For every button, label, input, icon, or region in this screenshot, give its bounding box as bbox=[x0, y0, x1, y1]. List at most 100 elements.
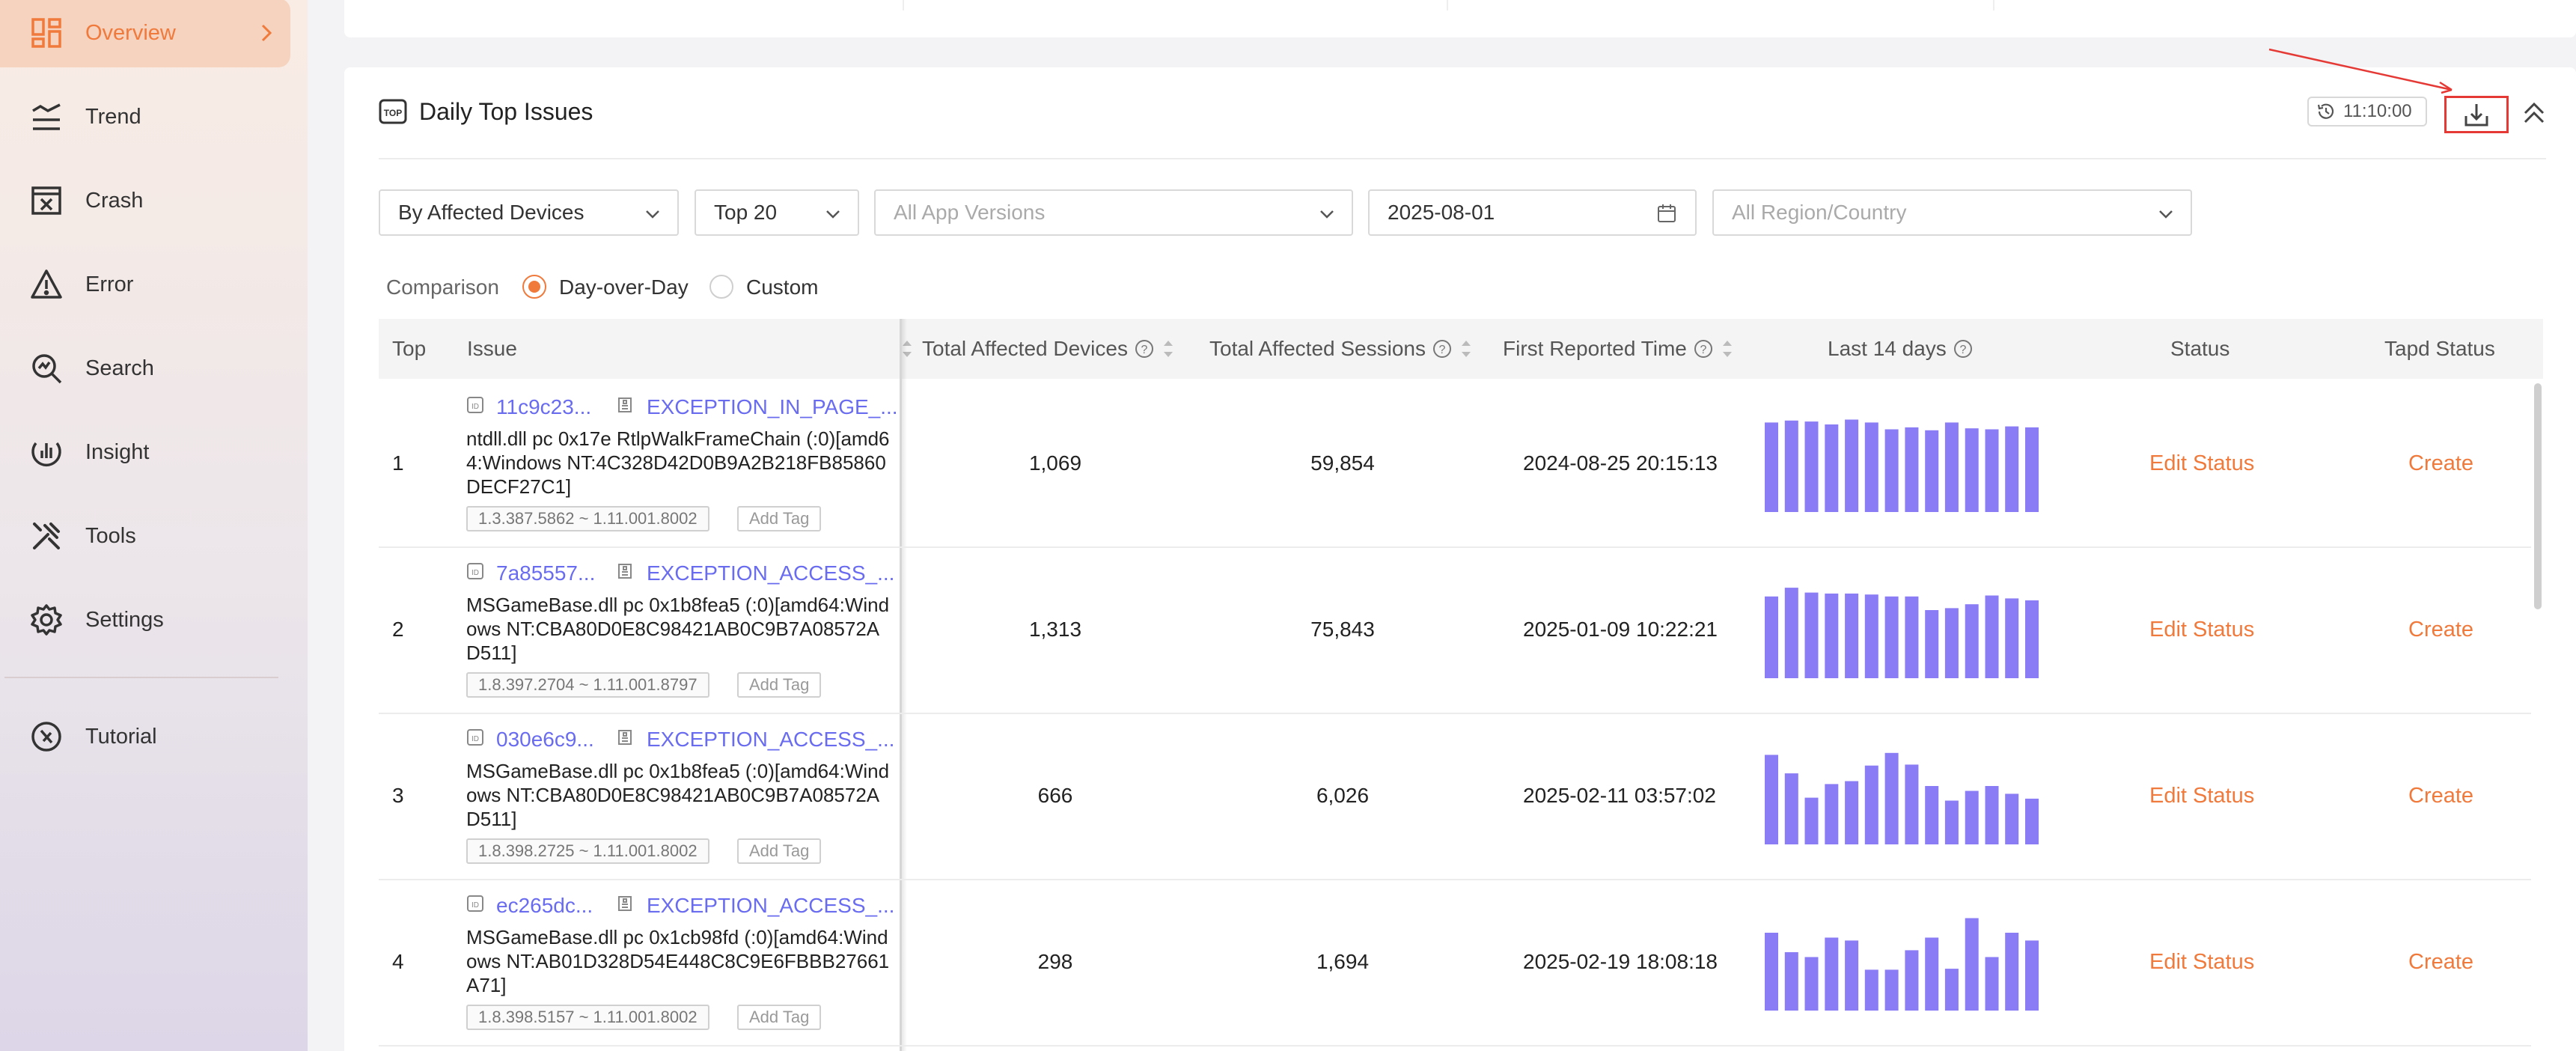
app-version-select[interactable]: All App Versions bbox=[874, 189, 1353, 236]
sort-by-select[interactable]: By Affected Devices bbox=[379, 189, 679, 236]
download-button[interactable] bbox=[2444, 96, 2509, 133]
sidebar-item-trend[interactable]: Trend bbox=[0, 82, 290, 151]
help-icon[interactable]: ? bbox=[1953, 338, 1974, 359]
sparkline-bar bbox=[1905, 427, 1919, 512]
add-tag-button[interactable]: Add Tag bbox=[737, 1005, 822, 1030]
column-header-issue: Issue bbox=[467, 337, 517, 360]
column-header-devices[interactable]: Total Affected Devices ? bbox=[900, 319, 1176, 379]
collapse-icon[interactable] bbox=[2521, 100, 2548, 127]
sparkline-bar bbox=[1825, 937, 1839, 1011]
sidebar-item-tutorial[interactable]: Tutorial bbox=[0, 702, 290, 771]
sidebar-item-search[interactable]: Search bbox=[0, 334, 290, 403]
create-tapd-link[interactable]: Create bbox=[2408, 950, 2474, 974]
issue-id-link[interactable]: 7a85557... bbox=[496, 561, 596, 585]
gear-icon bbox=[30, 603, 63, 636]
edit-status-link[interactable]: Edit Status bbox=[2149, 618, 2255, 642]
sidebar-item-label: Search bbox=[85, 356, 154, 380]
sidebar-item-insight[interactable]: Insight bbox=[0, 418, 290, 487]
vertical-scrollbar[interactable] bbox=[2534, 383, 2542, 609]
add-tag-button[interactable]: Add Tag bbox=[737, 506, 822, 531]
sidebar-item-label: Tools bbox=[85, 523, 136, 548]
exception-type-link[interactable]: EXCEPTION_ACCESS_... bbox=[647, 728, 895, 751]
devices-cell: 666 bbox=[1037, 784, 1073, 807]
help-icon[interactable]: ? bbox=[1432, 338, 1453, 359]
previous-panel bbox=[344, 0, 2576, 37]
sparkline-bar bbox=[1985, 957, 1999, 1011]
version-range-tag: 1.3.387.5862 ~ 1.11.001.8002 bbox=[466, 506, 709, 531]
chevron-down-icon bbox=[1320, 210, 1334, 219]
sparkline-bar bbox=[1944, 969, 1959, 1011]
edit-status-link[interactable]: Edit Status bbox=[2149, 451, 2255, 475]
sparkline-bar bbox=[1845, 419, 1859, 512]
calendar-icon bbox=[1658, 204, 1676, 222]
add-tag-button[interactable]: Add Tag bbox=[737, 838, 822, 864]
sparkline-bar bbox=[1864, 765, 1878, 844]
radio-custom[interactable] bbox=[709, 275, 733, 299]
sparkline-bar bbox=[1784, 952, 1798, 1011]
svg-text:?: ? bbox=[1959, 344, 1966, 356]
sparkline-bar bbox=[1825, 593, 1839, 678]
sessions-cell: 75,843 bbox=[1310, 618, 1375, 641]
sparkline-bar bbox=[2005, 933, 2019, 1011]
sidebar-item-crash[interactable]: Crash bbox=[0, 166, 290, 235]
sparkline-bar bbox=[1944, 608, 1959, 678]
sparkline-bar bbox=[1884, 969, 1899, 1011]
create-tapd-link[interactable]: Create bbox=[2408, 451, 2474, 475]
radio-day-over-day[interactable] bbox=[522, 275, 546, 299]
region-select[interactable]: All Region/Country bbox=[1712, 189, 2192, 236]
sidebar-item-label: Overview bbox=[85, 20, 176, 45]
sparkline-bar bbox=[1765, 596, 1778, 678]
last-updated-badge[interactable]: 11:10:00 bbox=[2307, 97, 2427, 127]
column-header-sessions[interactable]: Total Affected Sessions ? bbox=[1209, 319, 1474, 379]
app-version-placeholder: All App Versions bbox=[894, 201, 1046, 224]
sparkline-bar bbox=[2025, 427, 2039, 512]
sparkline-bar bbox=[1965, 790, 1979, 844]
edit-status-link[interactable]: Edit Status bbox=[2149, 784, 2255, 808]
column-header-first-reported[interactable]: First Reported Time ? bbox=[1503, 319, 1735, 379]
issue-id-link[interactable]: 11c9c23... bbox=[496, 395, 592, 418]
sparkline-bar bbox=[1765, 422, 1778, 512]
sparkline-bar bbox=[1784, 420, 1798, 512]
sparkline-bar bbox=[1845, 781, 1859, 844]
sparkline-bar bbox=[1965, 918, 1979, 1011]
exception-type-link[interactable]: EXCEPTION_ACCESS_... bbox=[647, 894, 895, 917]
create-tapd-link[interactable]: Create bbox=[2408, 618, 2474, 642]
column-header-tapd: Tapd Status bbox=[2384, 337, 2495, 360]
chevron-right-icon bbox=[258, 22, 275, 44]
radio-day-over-day-label[interactable]: Day-over-Day bbox=[559, 275, 689, 299]
create-tapd-link[interactable]: Create bbox=[2408, 784, 2474, 808]
top-n-select[interactable]: Top 20 bbox=[695, 189, 859, 236]
help-icon[interactable]: ? bbox=[1134, 338, 1155, 359]
first-reported-cell: 2025-02-11 03:57:02 bbox=[1523, 784, 1716, 807]
top-badge-icon: TOP bbox=[379, 97, 407, 126]
sidebar-item-tools[interactable]: Tools bbox=[0, 502, 290, 570]
row-divider bbox=[379, 1045, 2531, 1047]
date-picker[interactable]: 2025-08-01 bbox=[1368, 189, 1697, 236]
region-placeholder: All Region/Country bbox=[1732, 201, 1907, 224]
help-icon[interactable]: ? bbox=[1693, 338, 1714, 359]
add-tag-button[interactable]: Add Tag bbox=[737, 672, 822, 698]
issue-id-link[interactable]: 030e6c9... bbox=[496, 728, 594, 751]
sparkline-bar bbox=[1804, 421, 1819, 512]
radio-custom-label[interactable]: Custom bbox=[746, 275, 819, 299]
sidebar-item-error[interactable]: Error bbox=[0, 250, 290, 319]
column-header-status: Status bbox=[2170, 337, 2230, 360]
stack-trace: ntdll.dll pc 0x17e RtlpWalkFrameChain (:… bbox=[466, 427, 890, 498]
sparkline-bar bbox=[1804, 957, 1819, 1011]
version-range-tag: 1.8.398.5157 ~ 1.11.001.8002 bbox=[466, 1005, 709, 1030]
exception-type-icon bbox=[615, 561, 635, 581]
svg-text:ID: ID bbox=[471, 569, 479, 577]
exception-type-icon bbox=[615, 894, 635, 913]
sidebar-item-overview[interactable]: Overview bbox=[0, 0, 290, 67]
exception-type-link[interactable]: EXCEPTION_IN_PAGE_... bbox=[647, 395, 898, 418]
edit-status-link[interactable]: Edit Status bbox=[2149, 950, 2255, 974]
sparkline-bar bbox=[1845, 940, 1859, 1011]
sparkline-bar bbox=[1905, 764, 1919, 844]
devices-cell: 1,069 bbox=[1028, 451, 1082, 475]
sidebar-item-settings[interactable]: Settings bbox=[0, 585, 290, 654]
sparkline-bar bbox=[1884, 596, 1899, 678]
id-icon: ID bbox=[466, 728, 485, 747]
exception-type-link[interactable]: EXCEPTION_ACCESS_... bbox=[647, 561, 895, 585]
sparkline-bar bbox=[1905, 950, 1919, 1011]
issue-id-link[interactable]: ec265dc... bbox=[496, 894, 593, 917]
